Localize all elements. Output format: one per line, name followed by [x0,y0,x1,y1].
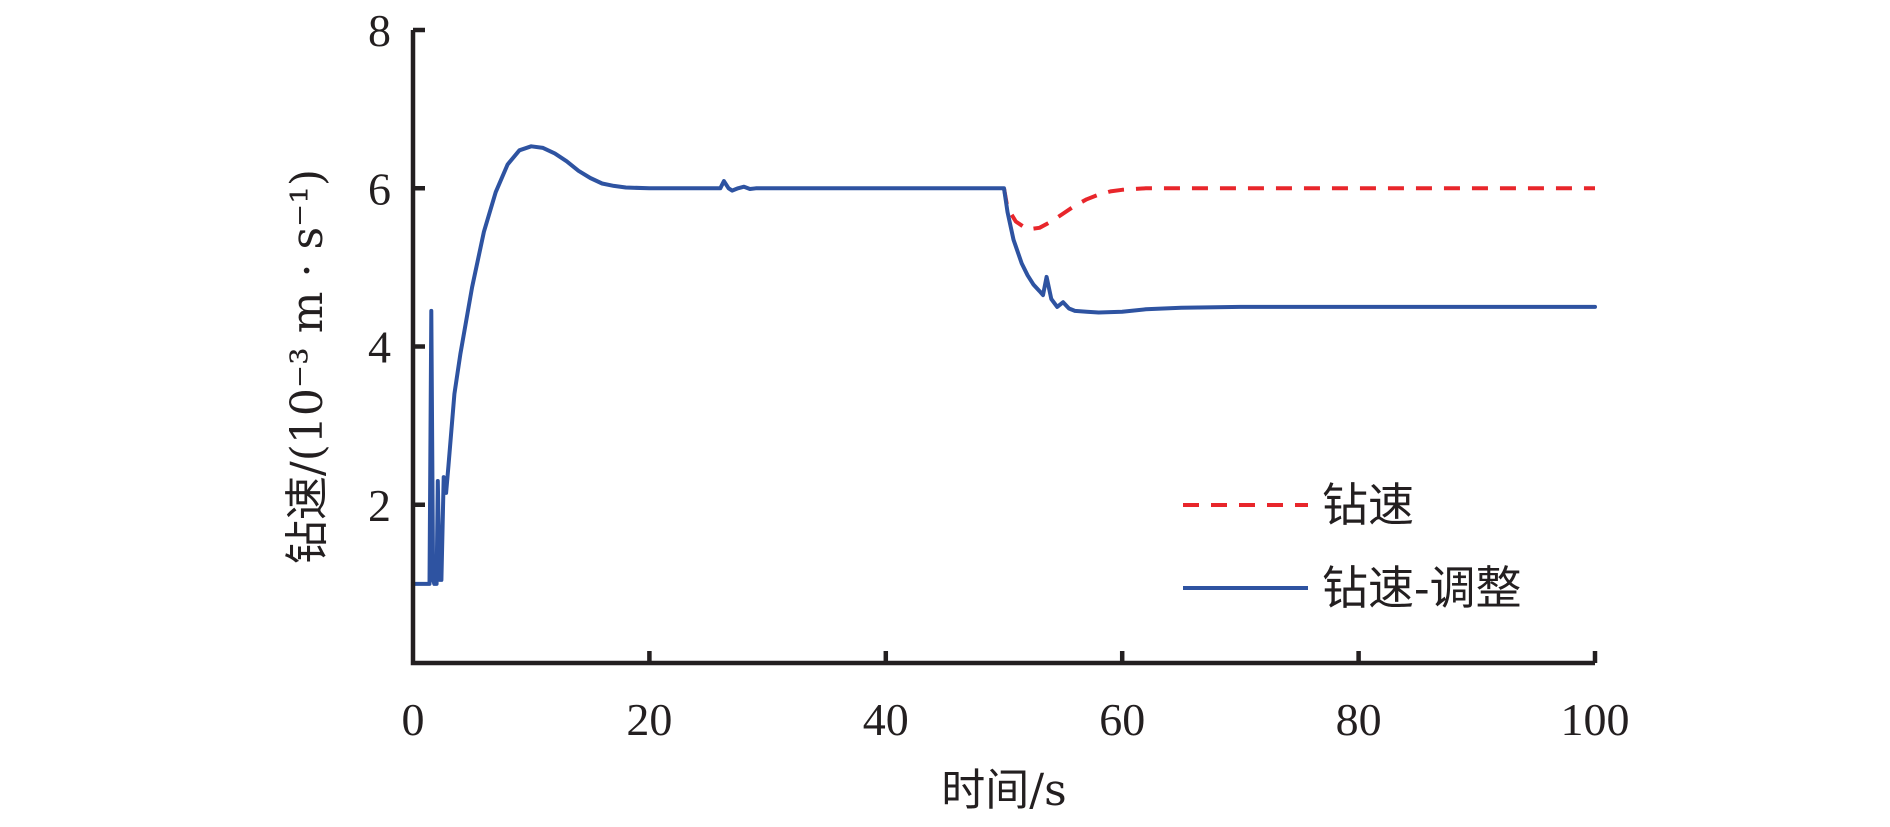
x-tick-label: 80 [1336,694,1382,745]
y-axis-title: 钻速/(10⁻³ m · s⁻¹) [282,169,333,564]
x-tick-label: 0 [402,694,425,745]
series-line-2 [411,144,1597,586]
y-tick-label: 2 [368,480,391,531]
series-line-1 [1002,186,1595,232]
y-tick-label: 8 [368,5,391,56]
axes: 0 20 40 60 80 100 2 4 6 8 [368,5,1630,745]
x-axis-title: 时间/s [941,765,1066,816]
axis-frame [410,30,1595,666]
legend-label-1: 钻速 [1322,478,1414,532]
legend-label-2: 钻速-调整 [1322,561,1522,615]
x-tick-label: 100 [1561,694,1630,745]
x-tick-label: 20 [626,694,672,745]
x-tick-label: 60 [1099,694,1145,745]
y-tick-label: 6 [368,163,391,214]
plot-area [411,144,1597,586]
x-tick-label: 40 [863,694,909,745]
y-tick-label: 4 [368,322,391,373]
